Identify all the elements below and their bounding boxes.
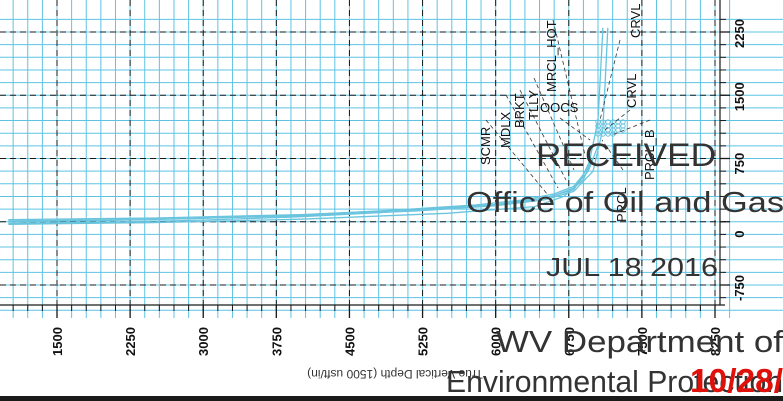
y-tick-label: 2250 <box>732 19 747 48</box>
x-tick-label: 8250 <box>708 327 723 356</box>
stamp-received: RECEIVED <box>536 137 716 173</box>
wellbore-curve <box>8 27 609 222</box>
x-tick-label: 5250 <box>416 327 431 356</box>
well-label: OOCS <box>540 100 579 115</box>
leader-line <box>604 109 631 131</box>
x-tick-label: 1500 <box>50 327 65 356</box>
well-label: SCMR <box>478 127 493 165</box>
well-label: TLLY <box>526 90 541 120</box>
leader-line <box>505 94 559 189</box>
scan-bottom-edge <box>0 396 783 401</box>
well-label: PRCL_B <box>642 129 657 180</box>
y-tick-label: 750 <box>732 153 747 175</box>
survey-point <box>615 127 621 133</box>
survey-point <box>595 131 601 137</box>
leader-line <box>601 139 624 171</box>
stamp-date: JUL 18 2016 <box>546 252 718 282</box>
x-tick-label: 4500 <box>342 327 357 356</box>
wellbore-curve <box>8 157 594 225</box>
x-axis-label: True Vertical Depth (1500 usft/in) <box>307 367 483 381</box>
survey-point <box>605 131 611 137</box>
leader-line <box>519 89 567 181</box>
well-label: CRVL <box>628 4 643 38</box>
well-label: PRCL <box>614 187 629 222</box>
y-tick-label: -750 <box>732 275 747 301</box>
well-label: CRVL <box>624 74 639 108</box>
x-tick-label: 7500 <box>635 327 650 356</box>
leader-line <box>559 117 591 141</box>
wellbore-curve <box>8 27 604 221</box>
x-tick-label: 3000 <box>196 327 211 356</box>
formation-leader-lines <box>485 19 651 196</box>
survey-point <box>620 127 626 133</box>
well-label: MRCL_HOT <box>544 20 559 92</box>
stamp-dept-line1: WV Department of <box>496 324 783 359</box>
y-tick-label: 1500 <box>732 82 747 111</box>
well-label: BRKT <box>512 93 527 128</box>
stamp-dept-line2: Environmental Protection <box>446 364 783 399</box>
survey-point <box>600 131 606 137</box>
x-tick-label: 2250 <box>123 327 138 356</box>
well-label: MDLX <box>498 112 513 148</box>
y-tick-labels: 2250 1500 750 0 -750 <box>732 19 747 301</box>
leader-line <box>533 77 575 171</box>
received-stamp: RECEIVED Office of Oil and Gas JUL 18 20… <box>446 137 783 399</box>
stamp-office: Office of Oil and Gas <box>466 187 783 219</box>
x-tick-label: 6750 <box>562 327 577 356</box>
x-tick-label: 6000 <box>489 327 504 356</box>
x-tick-labels: 1500 2250 3000 3750 4500 5250 6000 6750 7500 8250 <box>50 327 723 356</box>
formation-labels: SCMR MDLX BRKT TLLY MRCL_HOT OOCS CRVL C… <box>478 4 657 222</box>
wellbore-curves <box>8 27 626 225</box>
red-date-stamp: 10/28/ <box>690 362 783 399</box>
leader-line <box>485 119 549 196</box>
x-tick-label: 3750 <box>269 327 284 356</box>
y-tick-label: 0 <box>732 231 747 238</box>
